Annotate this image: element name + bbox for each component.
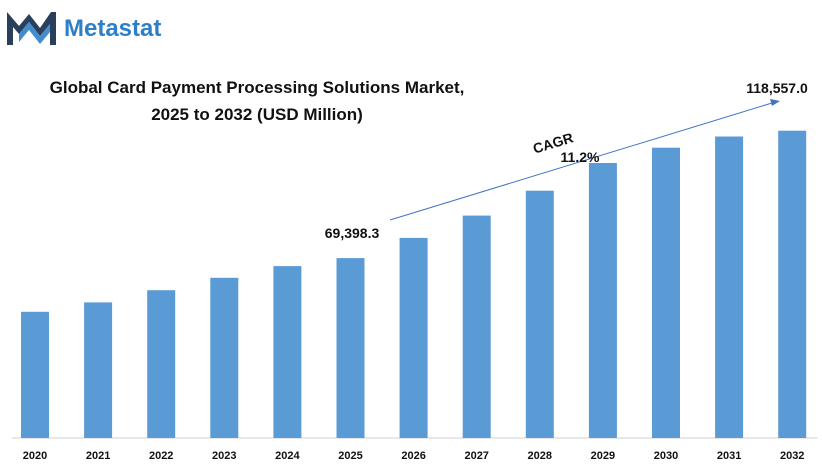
x-tick-2020: 2020 [23, 450, 47, 462]
bar-2028 [525, 190, 554, 438]
bar-series [21, 130, 807, 438]
start-value-label: 69,398.3 [325, 225, 380, 241]
bar-2025 [336, 258, 365, 438]
x-tick-2027: 2027 [464, 450, 488, 462]
x-tick-2025: 2025 [338, 450, 362, 462]
bar-2032 [778, 130, 807, 438]
chart-title-line-2: 2025 to 2032 (USD Million) [151, 105, 363, 124]
bar-2031 [715, 136, 744, 438]
bar-2029 [588, 163, 617, 438]
x-tick-2022: 2022 [149, 450, 173, 462]
bar-2026 [399, 237, 428, 438]
x-tick-2029: 2029 [591, 450, 615, 462]
x-tick-2023: 2023 [212, 450, 236, 462]
chart-title-line-1: Global Card Payment Processing Solutions… [50, 78, 465, 97]
x-tick-2028: 2028 [528, 450, 552, 462]
metastat-logo-accent-icon [19, 22, 50, 44]
brand-logo: Metastat [7, 12, 161, 45]
cagr-value-label: 11.2% [561, 149, 600, 165]
x-tick-2024: 2024 [275, 450, 300, 462]
bar-2021 [84, 302, 113, 438]
bar-2030 [652, 147, 680, 438]
bar-2022 [147, 290, 176, 438]
bar-2024 [273, 266, 302, 438]
bar-2027 [462, 215, 491, 438]
metastat-logo-icon [7, 12, 56, 45]
bar-2020 [21, 311, 49, 438]
brand-name: Metastat [64, 15, 161, 42]
x-tick-labels: 2020 2021 2022 2023 2024 2025 2026 2027 2028 2029… [23, 450, 805, 462]
x-tick-2030: 2030 [654, 450, 678, 462]
x-tick-2031: 2031 [717, 450, 741, 462]
bar-2023 [210, 277, 239, 438]
x-tick-2032: 2032 [780, 450, 804, 462]
cagr-arrowhead-icon [770, 99, 780, 106]
cagr-arrow [389, 102, 773, 221]
end-value-label: 118,557.0 [746, 80, 808, 96]
x-tick-2026: 2026 [401, 450, 425, 462]
x-tick-2021: 2021 [86, 450, 110, 462]
